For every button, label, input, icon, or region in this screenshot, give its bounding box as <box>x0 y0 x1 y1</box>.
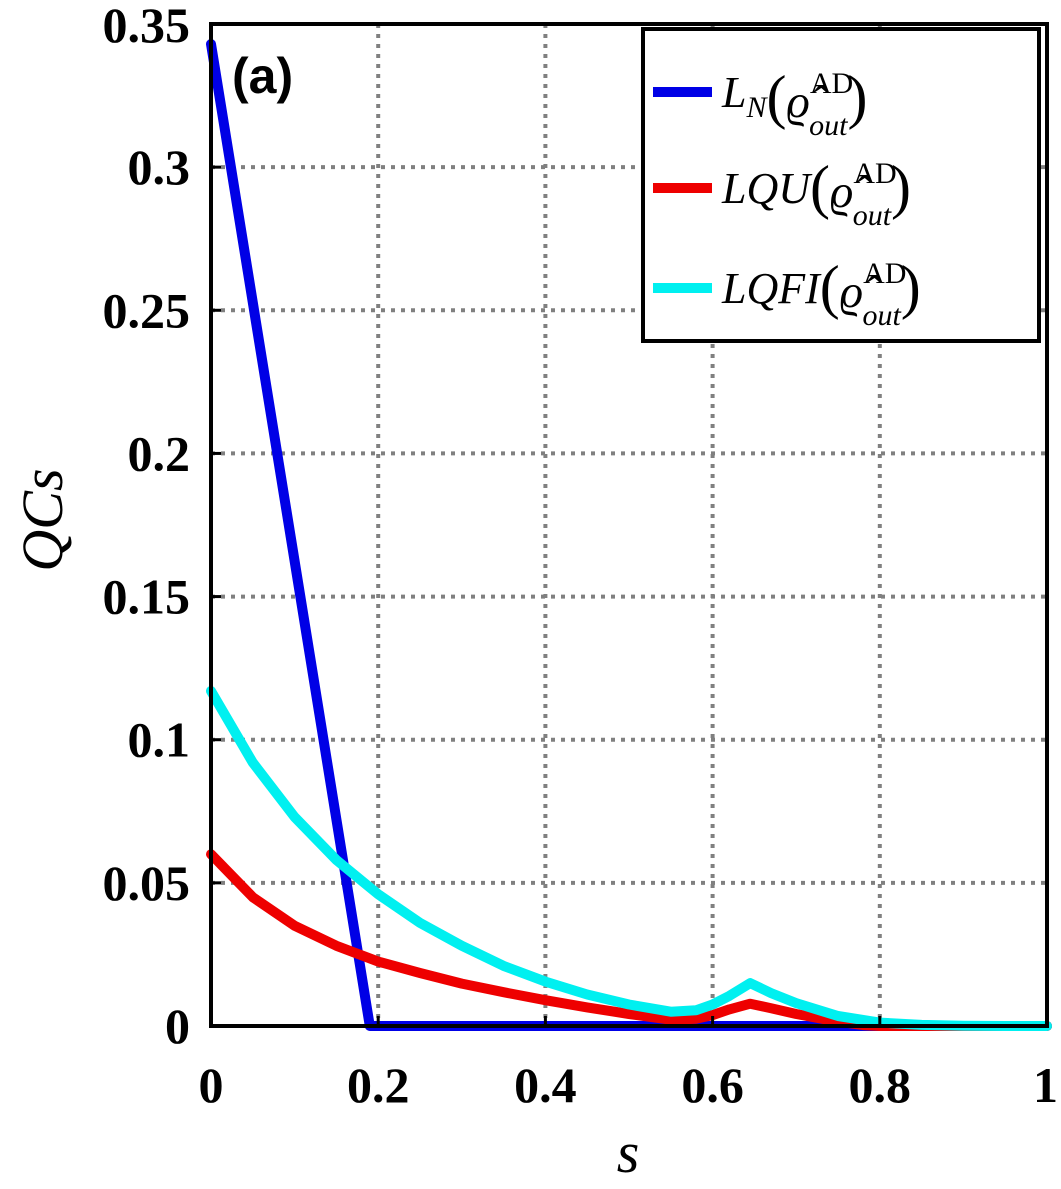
x-tick-label: 0.8 <box>849 1057 912 1113</box>
y-tick-label: 0.3 <box>128 139 191 195</box>
y-tick-label: 0.15 <box>103 569 191 625</box>
series-line-2 <box>206 686 1052 1031</box>
x-tick-label: 0.6 <box>681 1057 744 1113</box>
y-tick-label: 0.05 <box>103 855 191 911</box>
y-tick-label: 0.25 <box>103 282 191 338</box>
x-tick-label: 0 <box>199 1057 224 1113</box>
x-axis-label: s <box>617 1120 640 1185</box>
plot-frame <box>209 22 1049 1028</box>
x-tick-label: 0.2 <box>347 1057 410 1113</box>
legend-entry-0: LN(ϱ̂AD out) <box>653 64 868 142</box>
y-axis-label: QCs <box>10 468 75 571</box>
grid <box>211 24 1047 1026</box>
panel-label: (a) <box>232 48 293 104</box>
x-tick-label: 0.4 <box>514 1057 577 1113</box>
series-line-1 <box>206 849 1052 1031</box>
y-tick-label: 0 <box>165 998 190 1054</box>
y-tick-label: 0.1 <box>128 712 191 768</box>
legend-label: LN(ϱ̂AD out) <box>721 64 868 142</box>
axis-ticks: 0 0.2 0.4 0.6 0.8 1 0 0.05 0.1 0.15 0.2 0.25 0.3 0.35 <box>103 0 1059 1113</box>
y-tick-label: 0.2 <box>128 425 191 481</box>
x-tick-label: 1 <box>1033 1057 1058 1113</box>
legend: LN(ϱ̂AD out)LQU(ϱ̂AD out)LQFI(ϱ̂AD out) <box>641 27 1041 343</box>
y-tick-label: 0.35 <box>103 0 191 53</box>
